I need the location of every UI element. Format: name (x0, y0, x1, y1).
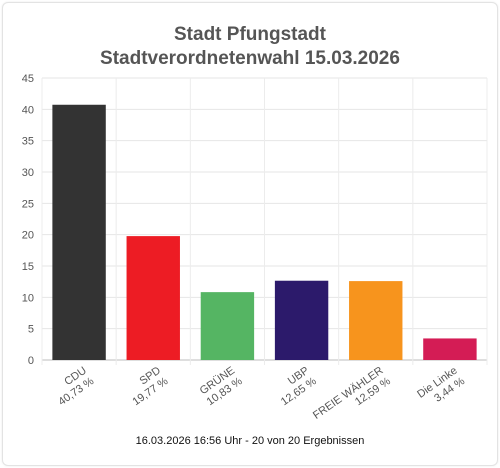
results-footer: 16.03.2026 16:56 Uhr - 20 von 20 Ergebni… (135, 435, 365, 447)
y-tick-label: 25 (22, 198, 34, 210)
y-tick-label: 15 (22, 261, 34, 273)
y-tick-label: 5 (28, 324, 34, 336)
chart-title: Stadt Pfungstadt (174, 24, 326, 45)
y-tick-label: 45 (22, 73, 34, 85)
y-tick-label: 20 (22, 230, 34, 242)
x-tick-label: GRÜNE10,83 % (197, 365, 245, 409)
bar-0 (52, 104, 106, 360)
y-tick-label: 10 (22, 292, 34, 304)
y-tick-label: 35 (22, 136, 34, 148)
bar-3 (274, 280, 329, 360)
x-tick-label: SPD19,77 % (123, 365, 171, 409)
x-tick-label: Die Linke3,44 % (415, 365, 467, 412)
bar-4 (349, 281, 403, 360)
y-tick-label: 30 (22, 167, 34, 179)
bar-2 (200, 292, 255, 360)
bar-5 (423, 338, 477, 360)
x-tick-label: FREIE WÄHLER12,59 % (311, 365, 393, 433)
bar-1 (126, 236, 180, 360)
x-tick-label: CDU40,73 % (49, 365, 97, 409)
x-tick-label: UBP12,65 % (271, 365, 319, 409)
y-tick-label: 40 (22, 104, 34, 116)
y-tick-label: 0 (28, 355, 34, 367)
chart-subtitle: Stadtverordnetenwahl 15.03.2026 (100, 48, 400, 69)
